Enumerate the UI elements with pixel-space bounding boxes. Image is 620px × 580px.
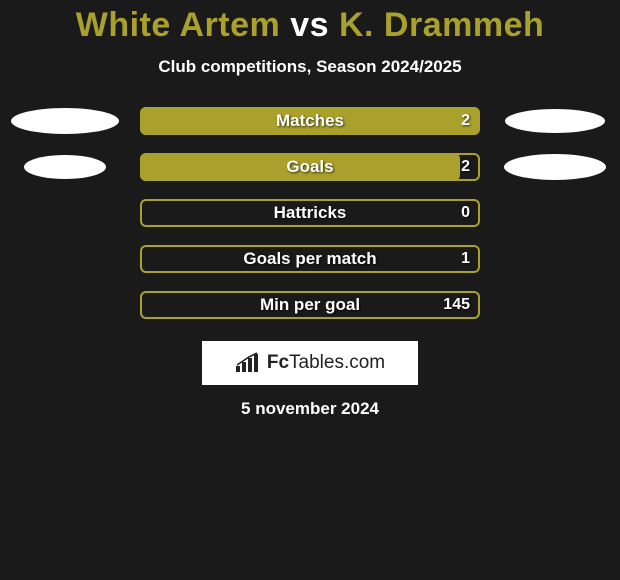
logo-bars-icon <box>235 352 261 374</box>
stat-bar: Matches2 <box>140 107 480 135</box>
logo-text-prefix: Fc <box>267 352 289 373</box>
stat-row: Matches2 <box>0 107 620 135</box>
player1-ellipse <box>11 108 119 134</box>
as-of-date: 5 november 2024 <box>0 399 620 419</box>
stat-row: Goals2 <box>0 153 620 181</box>
left-ellipse-slot <box>10 153 120 181</box>
stat-value-right: 145 <box>443 291 470 319</box>
title-player2: K. Drammeh <box>339 6 544 44</box>
stat-row: Min per goal145 <box>0 291 620 319</box>
right-ellipse-slot <box>500 245 610 273</box>
stat-label: Hattricks <box>140 199 480 227</box>
comparison-infographic: White Artem vs K. Drammeh Club competiti… <box>0 6 620 580</box>
stat-bar: Goals2 <box>140 153 480 181</box>
stats-rows: Matches2Goals2Hattricks0Goals per match1… <box>0 107 620 319</box>
logo-text-main: Tables <box>289 352 344 373</box>
title-vs: vs <box>290 6 329 44</box>
stat-value-right: 2 <box>461 107 470 135</box>
stat-row: Goals per match1 <box>0 245 620 273</box>
stat-bar: Goals per match1 <box>140 245 480 273</box>
logo-text: FcTables.com <box>267 352 385 374</box>
left-ellipse-slot <box>10 245 120 273</box>
right-ellipse-slot <box>500 153 610 181</box>
logo-text-suffix: .com <box>344 352 385 373</box>
left-ellipse-slot <box>10 199 120 227</box>
player1-ellipse <box>24 155 106 179</box>
stat-label: Min per goal <box>140 291 480 319</box>
player2-ellipse <box>504 154 606 180</box>
subtitle: Club competitions, Season 2024/2025 <box>0 57 620 77</box>
stat-label: Goals per match <box>140 245 480 273</box>
left-ellipse-slot <box>10 291 120 319</box>
stat-value-right: 2 <box>461 153 470 181</box>
stat-label: Matches <box>140 107 480 135</box>
right-ellipse-slot <box>500 199 610 227</box>
stat-label: Goals <box>140 153 480 181</box>
stat-value-right: 0 <box>461 199 470 227</box>
page-title: White Artem vs K. Drammeh <box>0 6 620 45</box>
title-player1: White Artem <box>76 6 280 44</box>
stat-bar: Hattricks0 <box>140 199 480 227</box>
player2-ellipse <box>505 109 605 133</box>
right-ellipse-slot <box>500 107 610 135</box>
stat-bar: Min per goal145 <box>140 291 480 319</box>
fctables-logo: FcTables.com <box>202 341 418 385</box>
right-ellipse-slot <box>500 291 610 319</box>
stat-row: Hattricks0 <box>0 199 620 227</box>
stat-value-right: 1 <box>461 245 470 273</box>
left-ellipse-slot <box>10 107 120 135</box>
